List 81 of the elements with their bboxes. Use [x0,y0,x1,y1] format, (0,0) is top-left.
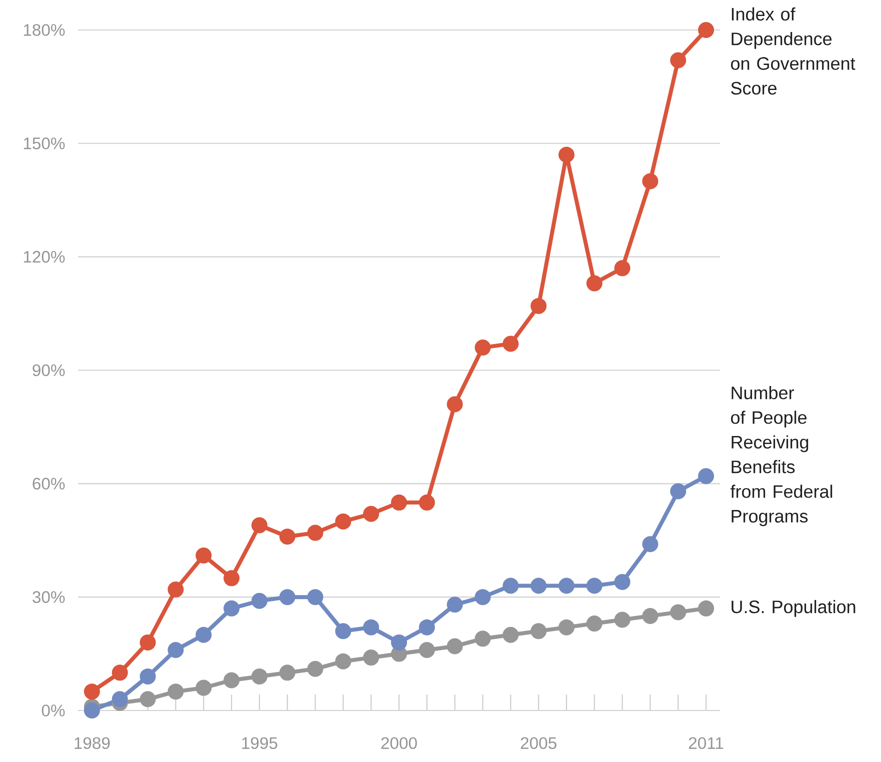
point [642,536,658,552]
point [698,22,714,38]
point [670,483,686,500]
point [474,630,491,647]
point [224,570,240,586]
point [391,634,408,650]
point [140,634,156,650]
point [279,528,296,545]
point [168,684,184,700]
point [168,582,184,598]
point [418,494,435,511]
y-tick-label: 180% [24,24,65,36]
point [558,619,574,636]
point [698,600,714,616]
x-tick-label: 2011 [688,737,724,750]
point [307,524,324,541]
point [363,619,380,636]
point [363,506,380,522]
x-tick-label: 2005 [520,737,556,750]
point [586,275,602,292]
point [502,336,519,352]
point [502,578,519,594]
point [196,680,212,696]
series-label: U.S. Population [732,600,856,617]
point [586,578,602,594]
point [586,616,602,632]
point [446,396,463,412]
point [196,626,212,643]
point [335,653,352,670]
point [224,672,240,688]
point [474,589,491,606]
point [251,517,268,534]
point [530,623,547,640]
point [279,664,296,681]
point [112,691,128,708]
point [670,52,686,68]
y-tick-label: 150% [24,138,65,150]
point [558,578,574,594]
point [474,340,491,356]
point [307,589,324,606]
point [642,608,658,624]
y-tick-label: 0% [42,704,65,716]
point [307,660,324,677]
point [251,668,268,684]
point [140,691,156,708]
y-tick-label: 90% [32,364,65,376]
x-tick-label: 1995 [242,737,278,750]
point [84,702,100,718]
point [614,260,630,276]
y-tick-label: 30% [32,591,65,603]
x-tick-label: 1989 [74,737,110,750]
series-label: Number of People Receiving Benefits from Federal Programs [730,386,832,526]
point [279,589,296,606]
point [670,604,686,620]
point [224,600,240,616]
point [642,173,658,190]
point [168,642,184,658]
point [391,494,408,511]
point [418,642,435,658]
point [446,638,463,654]
point [251,592,268,609]
point [335,623,352,640]
point [335,513,352,530]
point [84,684,100,700]
point [530,298,547,314]
point [698,468,714,484]
point [502,626,519,643]
point [614,574,630,590]
point [196,547,212,564]
series-label: Index of Dependence on Government Score [731,7,856,95]
point [140,668,156,684]
x-tick-label: 2000 [381,737,417,750]
point [446,596,463,613]
y-tick-label: 120% [24,250,65,263]
point [558,146,574,163]
point [363,650,380,666]
point [418,619,435,636]
point [530,578,547,594]
y-tick-label: 60% [32,478,65,490]
point [112,664,128,681]
point [614,612,630,628]
